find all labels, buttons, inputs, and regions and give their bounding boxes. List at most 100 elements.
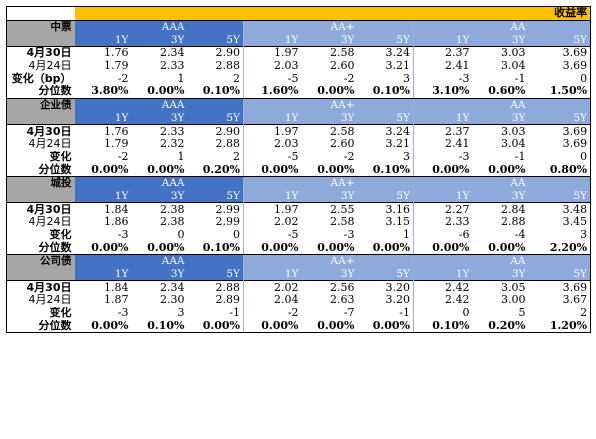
table-row: 分位数 0.00% 0.00% 0.10% 0.00% 0.00% 0.00% 0.00% 0.… — [6, 241, 592, 256]
value-cell: 0.80% — [528, 163, 592, 177]
value-cell: 0 — [177, 228, 185, 242]
tenor-label: 5Y — [187, 267, 244, 281]
rating-cell — [413, 175, 473, 190]
value-cell: 3.03 — [472, 46, 529, 60]
value-cell: 2.03 — [243, 137, 302, 151]
value-cell: 3.04 — [501, 59, 526, 73]
value-cell: 3.05 — [472, 280, 529, 295]
value-cell: 2.33 — [160, 59, 185, 73]
row-label: 变化 — [6, 306, 75, 320]
value-cell: 3.67 — [528, 294, 592, 307]
tenor-label: 1Y — [243, 33, 302, 47]
rating-cell — [187, 254, 244, 268]
rating-cell — [528, 19, 592, 34]
table-row: 变化 -3 0 0 -5 -3 1 -6 -4 3 — [6, 228, 592, 242]
value-cell: 3.16 — [357, 202, 414, 216]
value-cell: 3.24 — [357, 46, 414, 60]
value-cell: 0.00% — [243, 241, 302, 256]
row-label: 变化（bp） — [6, 72, 75, 86]
value-cell: -2 — [343, 150, 355, 163]
row-label: 分位数 — [6, 85, 75, 99]
value-cell: 5 — [518, 306, 526, 320]
value-cell: 0.10% — [131, 319, 188, 334]
value-cell: 2.55 — [301, 202, 358, 216]
value-cell: -2 — [243, 306, 302, 320]
section-name-cell — [6, 267, 75, 281]
value-cell: 3.45 — [528, 216, 592, 229]
value-cell: 3.15 — [385, 216, 411, 229]
value-cell: 0.00% — [301, 319, 358, 334]
value-cell: 2.88 — [215, 59, 241, 73]
tenor-label: 5Y — [187, 189, 244, 203]
section-name: 企业债 — [6, 97, 75, 112]
value-cell: 2.88 — [187, 280, 244, 295]
value-cell: 1.50% — [528, 85, 592, 99]
rating-label: AA+ — [301, 254, 358, 268]
value-cell: 2.02 — [243, 216, 302, 229]
rating-label: AA — [472, 19, 529, 34]
value-cell: 3 — [403, 150, 410, 163]
value-cell: 3.69 — [528, 137, 592, 151]
value-cell: -6 — [413, 228, 473, 242]
value-cell: -7 — [343, 306, 355, 320]
row-label: 4月24日 — [6, 137, 75, 151]
value-cell: -5 — [243, 150, 302, 164]
value-cell: 0 — [233, 228, 240, 242]
value-cell: -3 — [343, 228, 355, 242]
rating-cell — [74, 19, 132, 34]
value-cell: -3 — [413, 72, 473, 86]
value-cell: 2 — [233, 72, 240, 85]
value-cell: 2.37 — [413, 46, 473, 60]
value-cell: 2.99 — [187, 202, 244, 216]
value-cell: 1.86 — [104, 216, 129, 229]
value-cell: 2.03 — [243, 59, 302, 73]
value-cell: 1.97 — [243, 124, 302, 138]
section-name: 中票 — [6, 19, 75, 34]
value-cell: 2.34 — [131, 280, 188, 295]
rating-cell — [187, 97, 244, 112]
value-cell: 1 — [177, 150, 185, 163]
value-cell: 2.42 — [413, 294, 473, 307]
value-cell: 2.84 — [472, 202, 529, 216]
value-cell: 2.32 — [160, 137, 185, 151]
value-cell: 1.87 — [104, 294, 129, 307]
value-cell: 0.10% — [187, 85, 244, 99]
value-cell: 2.63 — [330, 294, 355, 307]
value-cell: -1 — [229, 306, 240, 320]
rating-cell — [413, 97, 473, 112]
rating-cell — [413, 254, 473, 268]
table-row: 分位数 0.00% 0.00% 0.20% 0.00% 0.00% 0.10% 0.00% 0.… — [6, 163, 592, 177]
value-cell: 0.00% — [472, 163, 529, 177]
value-cell: 1.76 — [74, 46, 132, 60]
rating-label: AAA — [131, 97, 188, 112]
value-cell: -5 — [243, 72, 302, 86]
tenor-label: 3Y — [472, 111, 529, 125]
value-cell: 3.69 — [528, 124, 592, 138]
tenor-label: 3Y — [472, 189, 529, 203]
table-row: 变化（bp） -2 1 2 -5 -2 3 -3 -1 0 — [6, 72, 592, 86]
row-label: 4月24日 — [6, 59, 75, 73]
value-cell: 0.00% — [301, 241, 358, 256]
rating-cell — [413, 19, 473, 34]
row-label: 4月30日 — [6, 202, 75, 216]
value-cell: -3 — [413, 150, 473, 164]
rating-label: AA — [472, 254, 529, 268]
value-cell: 2.89 — [215, 294, 241, 307]
value-cell: 0.00% — [413, 163, 473, 177]
value-cell: -1 — [399, 306, 410, 320]
value-cell: 0.10% — [413, 319, 473, 334]
table-row: 4月30日 1.76 2.33 2.90 1.97 2.58 3.24 2.37 3.03 3.6… — [6, 124, 592, 138]
value-cell: 3 — [177, 306, 185, 320]
row-label: 4月30日 — [6, 280, 75, 295]
value-cell: 3.69 — [528, 280, 592, 295]
tenor-label: 3Y — [472, 267, 529, 281]
section-name-cell — [6, 189, 75, 203]
value-cell: 2 — [528, 306, 592, 320]
value-cell: 2.60 — [330, 137, 355, 151]
tenor-label: 3Y — [131, 189, 188, 203]
tenor-label: 1Y — [413, 267, 473, 281]
value-cell: 2.37 — [413, 124, 473, 138]
tenor-label: 3Y — [301, 267, 358, 281]
value-cell: -4 — [514, 228, 526, 242]
value-cell: -3 — [117, 306, 129, 320]
